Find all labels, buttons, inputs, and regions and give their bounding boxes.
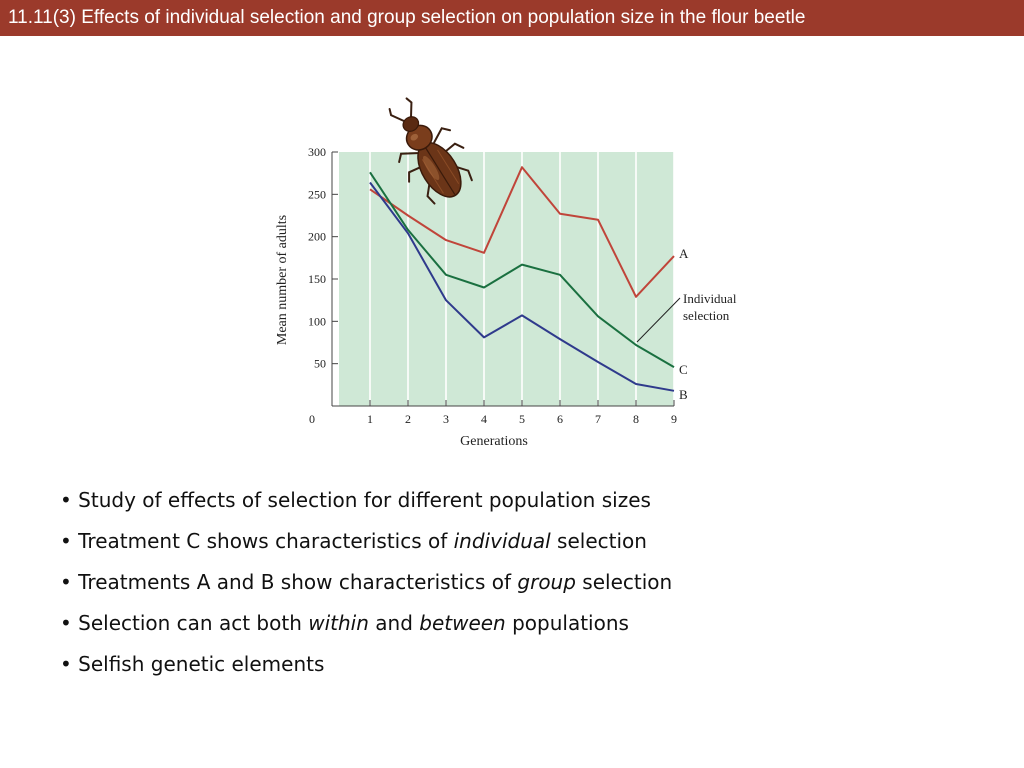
bullet-text: within [308, 611, 369, 635]
x-tick-label-7: 7 [595, 412, 601, 426]
line-chart: 50 100 150 200 250 300 0 1 2 3 4 5 6 7 8 9 A CB Individu… [275, 97, 737, 449]
bullet-text: • Selection can act both [60, 611, 309, 635]
plot-area [339, 152, 674, 406]
series-line-a [369, 166, 675, 298]
x-tick-label-9: 9 [671, 412, 677, 426]
bullet-text: populations [505, 611, 629, 635]
annotation-leader-line [636, 297, 681, 343]
y-tick-label-100: 100 [308, 314, 326, 328]
x-tick-label-1: 1 [367, 412, 373, 426]
bullet-text: and [368, 611, 420, 635]
y-tick-label-300: 300 [308, 145, 326, 159]
series-lines [369, 166, 675, 392]
annotation-text-line-1: Individual [683, 291, 737, 306]
y-tick-label-200: 200 [308, 230, 326, 244]
series-label-b: B [679, 387, 688, 402]
bullet-item-3: • Treatments A and B show characteristic… [60, 568, 672, 609]
bullet-item-5: • Selfish genetic elements [60, 650, 672, 691]
annotation: Individual selection [636, 291, 737, 343]
series-label-c: C [679, 362, 688, 377]
series-line-b [369, 181, 675, 392]
bullet-text: selection [575, 570, 673, 594]
x-tick-label-0: 0 [309, 412, 315, 426]
tick-labels: 50 100 150 200 250 300 0 1 2 3 4 5 6 7 8 9 [308, 145, 677, 426]
y-axis-label: Mean number of adults [275, 215, 290, 345]
bullet-list: • Study of effects of selection for diff… [60, 486, 672, 691]
series-label-a: A [679, 246, 689, 261]
bullet-text: selection [550, 529, 647, 553]
x-tick-label-4: 4 [481, 412, 487, 426]
bullet-text: • Study of effects of selection for diff… [60, 488, 651, 512]
x-tick-label-2: 2 [405, 412, 411, 426]
slide-title: 11.11(3) Effects of individual selection… [0, 0, 1024, 36]
bullet-text: individual [453, 529, 551, 553]
series-line-c [369, 171, 675, 368]
bullet-text: between [419, 611, 506, 635]
bullet-text: • Treatment C shows characteristics of [60, 529, 454, 553]
bullet-item-4: • Selection can act both within and betw… [60, 609, 672, 650]
annotation-text-line-2: selection [683, 308, 730, 323]
y-tick-label-150: 150 [308, 272, 326, 286]
plot-background [339, 152, 674, 406]
bullet-item-2: • Treatment C shows characteristics of i… [60, 527, 672, 568]
series-labels: A CB [679, 246, 689, 402]
flour-beetle-icon [388, 97, 473, 205]
x-tick-label-6: 6 [557, 412, 563, 426]
bullet-item-1: • Study of effects of selection for diff… [60, 486, 672, 527]
bullet-text: group [517, 570, 576, 594]
bullet-text: • Selfish genetic elements [60, 652, 325, 676]
y-tick-label-50: 50 [314, 357, 326, 371]
x-tick-label-8: 8 [633, 412, 639, 426]
axes [331, 151, 675, 407]
x-tick-label-5: 5 [519, 412, 525, 426]
x-axis-label: Generations [460, 434, 528, 449]
y-tick-label-250: 250 [308, 187, 326, 201]
gridlines [369, 152, 675, 406]
bullet-text: • Treatments A and B show characteristic… [60, 570, 518, 594]
x-tick-label-3: 3 [443, 412, 449, 426]
